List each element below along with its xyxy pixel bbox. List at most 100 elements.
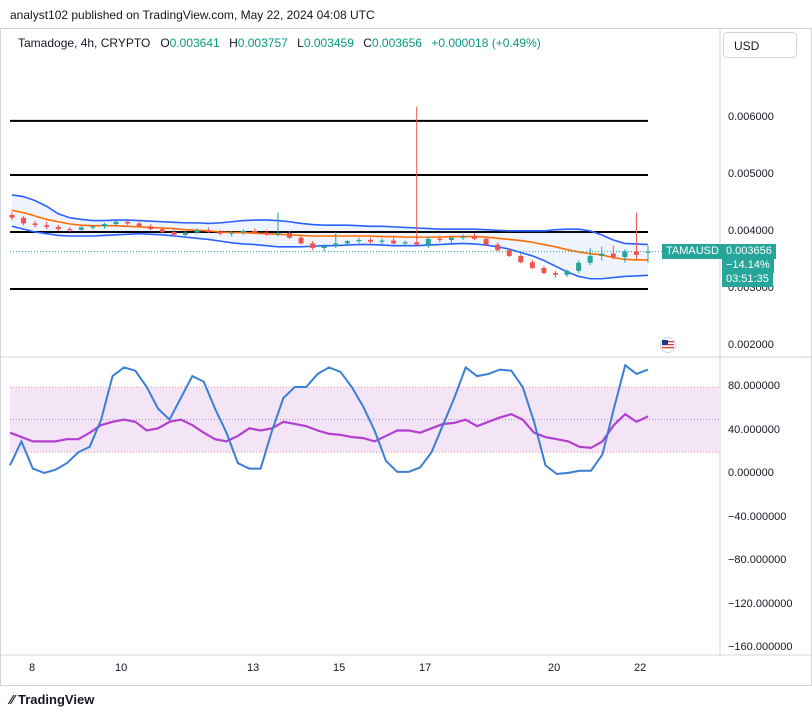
candle-body (414, 242, 420, 245)
time-tick-label: 17 (419, 662, 432, 674)
candle-body (483, 238, 489, 245)
oscillator-tick-label: 0.000000 (728, 467, 774, 479)
candle-body (437, 238, 443, 241)
candle-body (90, 226, 96, 228)
time-tick-label: 13 (247, 662, 260, 674)
close-label: C (363, 36, 372, 50)
candle-body (148, 226, 154, 230)
time-tick-label: 22 (634, 662, 647, 674)
symbol-info-bar: Tamadoge, 4h, CRYPTO O0.003641 H0.003757… (18, 36, 547, 50)
candle-body (217, 232, 223, 234)
price-tick-label: 0.004000 (728, 225, 774, 237)
candle-body (402, 242, 408, 244)
candle-body (321, 246, 327, 248)
candle-body (21, 217, 27, 224)
time-tick-label: 10 (115, 662, 128, 674)
candle-body (275, 233, 281, 235)
stoch-k-line (9, 363, 649, 476)
oscillator-tick-label: −40.000000 (728, 510, 787, 523)
logo-icon: ⁄⁄ (10, 692, 18, 707)
change-value: +0.000018 (+0.49%) (431, 36, 541, 50)
price-tick-label: 0.005000 (728, 168, 774, 180)
candle-body (576, 262, 582, 271)
candle-body (599, 253, 605, 256)
candle-body (448, 237, 454, 240)
brand-name: TradingView (17, 692, 95, 707)
high-value: 0.003757 (237, 36, 288, 50)
candle-body (356, 239, 362, 242)
oscillator-tick-label: 40.000000 (728, 423, 780, 436)
candle-body (229, 232, 235, 234)
candle-body (240, 230, 246, 233)
candle-body (472, 236, 478, 239)
countdown-tag: 03:51:35 (722, 272, 773, 287)
low-value: 0.003459 (303, 36, 354, 50)
time-tick-label: 15 (333, 662, 346, 674)
candle-body (182, 232, 188, 235)
candle-body (136, 223, 142, 227)
stoch-d-line (9, 412, 649, 450)
candle-body (9, 214, 15, 218)
candle-body (44, 225, 50, 227)
moving-average-line (11, 209, 648, 261)
currency-button[interactable]: USD (723, 32, 797, 58)
candle-body (171, 232, 177, 235)
flag-icon[interactable] (660, 337, 676, 353)
candle-body (159, 229, 165, 232)
candle-body (506, 250, 512, 256)
oscillator-tick-label: −80.000000 (728, 554, 787, 566)
bollinger-upper-line (11, 194, 649, 246)
open-label: O (160, 36, 170, 50)
bollinger-lower-line (11, 225, 649, 280)
bollinger-fill (12, 194, 648, 279)
candle-body (125, 221, 131, 224)
candle-body (287, 233, 293, 238)
last-price-tag: 0.003656 (722, 244, 776, 259)
candle-body (298, 237, 304, 244)
candle-body (379, 240, 385, 242)
candle-body (102, 224, 108, 227)
publisher-header: analyst102 published on TradingView.com,… (10, 8, 375, 22)
candle-body (252, 230, 258, 233)
candle-body (310, 243, 316, 248)
candle-body (552, 273, 558, 275)
tradingview-logo[interactable]: ⁄⁄ TradingView (10, 692, 94, 707)
candle-body (645, 251, 651, 253)
candle-body (495, 244, 501, 251)
candle-body (622, 251, 628, 258)
candle-body (425, 238, 431, 245)
price-tick-label: 0.002000 (728, 339, 774, 351)
change-tag: −14.14% (722, 258, 774, 273)
low-label: L (297, 36, 304, 50)
candle-body (564, 270, 570, 275)
candle-body (460, 236, 466, 238)
close-value: 0.003656 (371, 36, 422, 50)
candle-body (541, 267, 547, 274)
candle-body (633, 251, 639, 255)
candle-body (518, 255, 524, 263)
oscillator-tick-label: 80.000000 (728, 380, 780, 392)
candle-body (610, 253, 616, 258)
candle-body (367, 239, 373, 242)
high-label: H (229, 36, 238, 50)
candle-body (206, 230, 212, 232)
candle-body (391, 240, 397, 244)
oscillator-tick-label: −160.000000 (728, 641, 793, 653)
candle-body (55, 226, 61, 230)
candle-body (32, 223, 38, 226)
candle-body (113, 221, 119, 225)
candle-body (194, 230, 200, 233)
symbol-price-tag: TAMAUSD (662, 244, 723, 259)
candle-body (78, 227, 84, 230)
time-tick-label: 20 (548, 662, 561, 674)
candle-body (529, 262, 535, 268)
candle-body (263, 232, 269, 235)
candle-body (587, 255, 593, 263)
candle-body (333, 243, 339, 247)
open-value: 0.003641 (169, 36, 220, 50)
symbol-title[interactable]: Tamadoge, 4h, CRYPTO (18, 36, 151, 50)
chart-canvas[interactable] (0, 0, 812, 690)
time-tick-label: 8 (29, 662, 36, 674)
candle-body (344, 241, 350, 244)
price-tick-label: 0.006000 (728, 111, 774, 123)
